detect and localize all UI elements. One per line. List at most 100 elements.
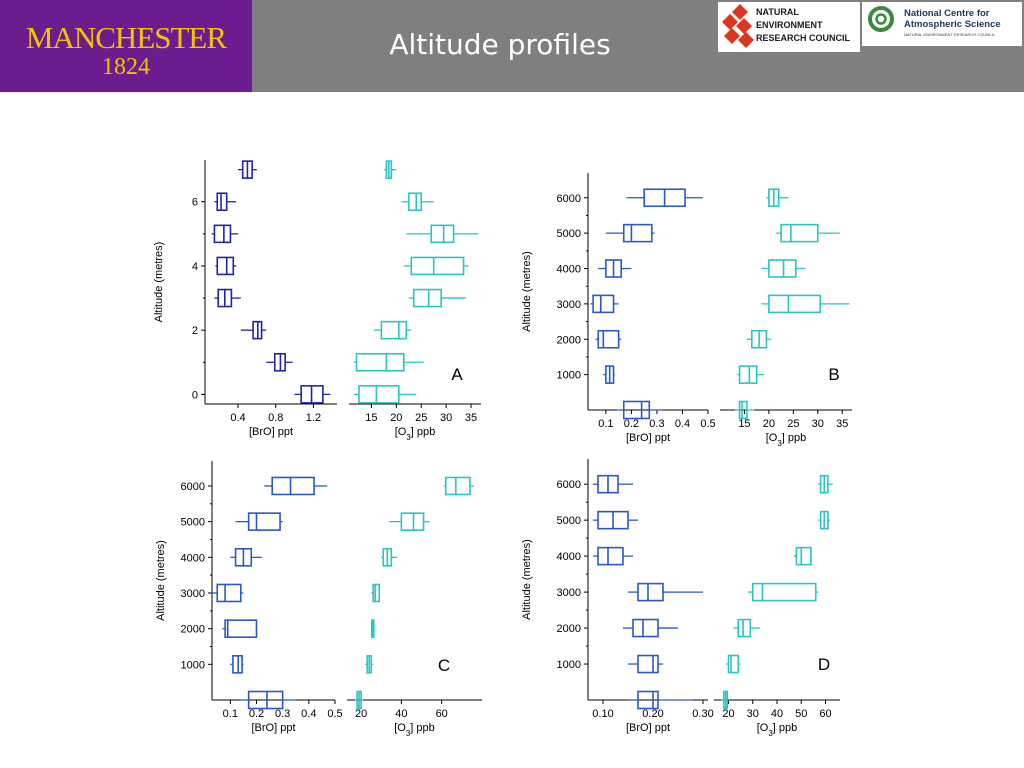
bro-box: [605, 223, 655, 243]
y-tick-label: 4000: [181, 552, 205, 564]
o3-x-tick-label: 20: [722, 708, 734, 720]
y-axis-title: Altitude (metres): [153, 242, 165, 323]
y-tick-label: 6000: [557, 193, 581, 205]
nerc-line: ENVIRONMENT: [756, 20, 823, 30]
y-tick-label: 2: [192, 325, 198, 337]
o3-iqr-rect: [412, 288, 442, 308]
o3-box: [403, 256, 469, 276]
university-logo: MANCHESTER 1824: [0, 0, 252, 92]
bro-box: [628, 582, 703, 602]
bro-x-axis-title: [BrO] ppt: [626, 432, 670, 444]
o3-iqr-rect: [738, 400, 748, 420]
bro-box: [628, 654, 663, 674]
bro-box: [595, 329, 622, 349]
o3-iqr-rect: [430, 224, 455, 244]
o3-iqr-rect: [795, 546, 812, 566]
o3-x-axis-title: [O3] ppb: [394, 722, 435, 738]
y-tick-label: 0: [192, 389, 198, 401]
bro-x-tick-label: 1.2: [306, 412, 321, 424]
y-tick-label: 2000: [557, 623, 581, 635]
bro-x-tick-label: 0.5: [327, 708, 342, 720]
bro-box: [616, 400, 663, 420]
o3-box: [406, 224, 479, 244]
o3-box: [370, 619, 375, 638]
o3-box: [733, 618, 761, 638]
ncas-subtitle: NATURAL ENVIRONMENT RESEARCH COUNCIL: [904, 32, 996, 37]
o3-x-tick-label: 50: [795, 708, 807, 720]
o3-box: [381, 548, 398, 567]
bro-x-tick-label: 0.4: [230, 412, 245, 424]
bro-x-tick-label: 0.3: [649, 418, 664, 430]
o3-box: [721, 690, 729, 710]
panel-label: B: [828, 365, 839, 384]
bro-iqr-rect: [637, 654, 659, 674]
bro-x-tick-label: 0.1: [223, 708, 238, 720]
bro-box: [212, 583, 244, 603]
o3-box: [818, 510, 831, 530]
o3-box: [726, 654, 741, 674]
bro-box: [294, 385, 331, 404]
o3-x-tick-label: 40: [771, 708, 783, 720]
bro-x-tick-label: 0.8: [268, 412, 283, 424]
panel-label: A: [451, 365, 463, 384]
o3-x-tick-label: 60: [436, 708, 448, 720]
o3-iqr-rect: [737, 618, 752, 638]
bro-box: [222, 619, 258, 638]
y-tick-label: 5000: [557, 228, 581, 240]
o3-box: [776, 223, 840, 243]
slide-title: Altitude profiles: [389, 28, 611, 61]
o3-x-tick-label: 15: [738, 418, 750, 430]
o3-x-tick-label: 20: [355, 708, 367, 720]
o3-x-tick-label: 25: [787, 418, 799, 430]
o3-iqr-rect: [738, 365, 758, 384]
bro-iqr-rect: [247, 690, 284, 710]
o3-box: [443, 476, 474, 496]
o3-box: [793, 546, 812, 566]
o3-iqr-rect: [727, 654, 740, 674]
bro-box: [235, 512, 283, 531]
bro-box: [593, 546, 633, 566]
bro-box: [623, 618, 678, 638]
bro-box: [628, 690, 693, 710]
nerc-logo: NATURAL ENVIRONMENT RESEARCH COUNCIL: [718, 2, 860, 52]
bro-box: [240, 320, 267, 340]
bro-iqr-rect: [216, 192, 228, 212]
o3-x-tick-label: 60: [819, 708, 831, 720]
bro-box: [626, 188, 703, 208]
nerc-line: RESEARCH COUNCIL: [756, 33, 851, 43]
bro-x-tick-label: 0.2: [249, 708, 264, 720]
o3-box: [365, 655, 374, 674]
o3-iqr-rect: [751, 582, 817, 602]
y-tick-label: 3000: [557, 587, 581, 599]
y-tick-label: 4000: [557, 551, 581, 563]
bro-box: [240, 690, 296, 710]
bro-box: [214, 288, 241, 308]
nerc-line: NATURAL: [756, 7, 799, 17]
o3-box: [371, 583, 381, 603]
bro-x-tick-label: 0.2: [624, 418, 639, 430]
o3-x-tick-label: 40: [395, 708, 407, 720]
bro-box: [211, 224, 238, 244]
slide-header: MANCHESTER 1824 Altitude profiles NATURA…: [0, 0, 1024, 92]
o3-iqr-rect: [407, 192, 423, 212]
o3-x-axis-title: [O3] ppb: [395, 426, 436, 442]
o3-iqr-rect: [358, 385, 400, 404]
y-tick-label: 3000: [181, 588, 205, 600]
panel-label: D: [818, 655, 830, 674]
o3-box: [353, 352, 424, 372]
nerc-mark-icon: [722, 4, 754, 48]
bro-iqr-rect: [592, 294, 615, 314]
bro-iqr-rect: [224, 619, 258, 638]
bro-x-axis-title: [BrO] ppt: [251, 722, 295, 734]
o3-box: [383, 160, 397, 179]
bro-iqr-rect: [597, 329, 620, 349]
y-axis-title: Altitude (metres): [155, 540, 167, 621]
chart-panel-a: 0 2 4 6 Altitude (metres) 0.4 0.8 1.2 [BrO] ppt 1…: [153, 160, 481, 442]
o3-x-tick-label: 30: [747, 708, 759, 720]
bro-box: [230, 548, 262, 567]
y-tick-label: 2000: [557, 334, 581, 346]
o3-iqr-rect: [372, 583, 381, 603]
university-name: MANCHESTER: [25, 20, 227, 55]
chart-panel-d: 1000 2000 3000 4000 5000 6000 Altitude (metres…: [521, 459, 840, 738]
o3-iqr-rect: [400, 512, 425, 531]
